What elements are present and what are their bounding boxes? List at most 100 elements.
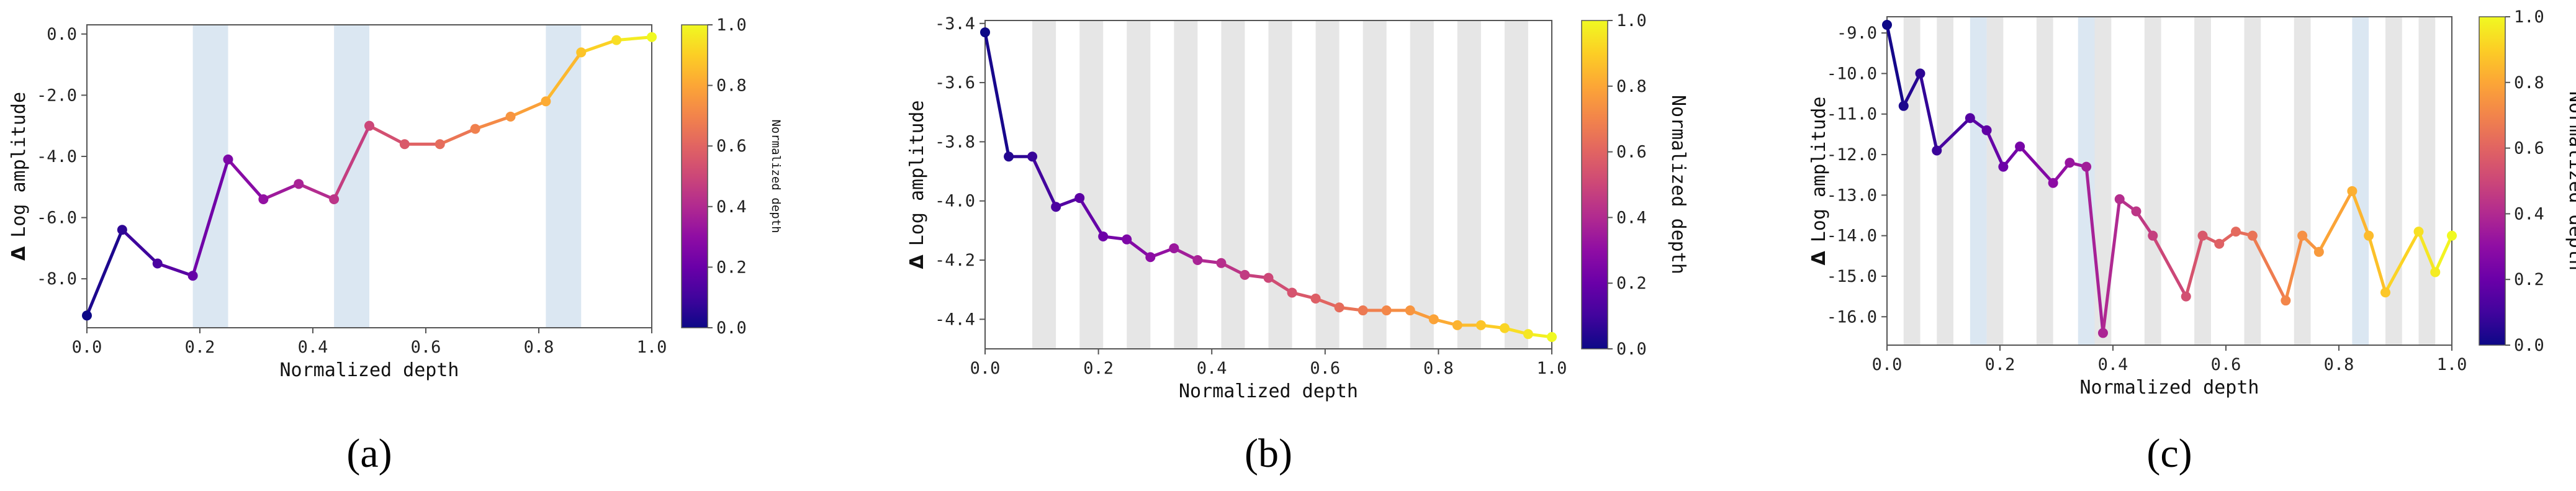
x-tick-label: 1.0 <box>1537 359 1567 378</box>
data-point <box>82 310 92 321</box>
x-tick-label: 0.6 <box>1310 359 1340 378</box>
data-point <box>435 139 445 150</box>
data-point <box>1898 101 1909 111</box>
data-point <box>1145 252 1156 263</box>
y-axis-delta-symbol: Δ <box>8 246 30 261</box>
y-tick-label: -12.0 <box>1827 145 1877 164</box>
data-point <box>1074 192 1085 203</box>
data-point <box>223 154 233 164</box>
data-point <box>294 179 304 189</box>
data-point <box>1216 258 1227 268</box>
line-segment <box>2101 197 2122 335</box>
colorbar-tick-label: 0.4 <box>716 197 747 217</box>
x-tick-label: 0.2 <box>1985 355 2015 374</box>
x-tick-label: 0.0 <box>1872 355 1903 374</box>
gray-band <box>1268 20 1292 349</box>
data-point <box>505 111 516 122</box>
y-tick-label: -3.6 <box>935 73 975 92</box>
data-point <box>258 194 269 204</box>
gray-band <box>1362 20 1387 349</box>
colorbar-label: Normalized depth <box>769 119 783 233</box>
gray-band <box>1410 20 1434 349</box>
line-segment <box>1935 116 1972 153</box>
x-tick-label: 0.6 <box>2211 355 2241 374</box>
line-segment <box>2416 230 2437 274</box>
y-tick-label: -13.0 <box>1827 186 1877 205</box>
line-segment <box>1885 23 1906 108</box>
data-point <box>1240 269 1250 280</box>
panel-label: (c) <box>2146 431 2192 476</box>
colorbar <box>1581 20 1608 349</box>
line-segment <box>615 35 654 42</box>
data-point <box>2380 287 2390 298</box>
colorbar-tick-label: 0.2 <box>716 258 747 277</box>
data-point <box>2364 230 2374 241</box>
data-point <box>1334 302 1344 313</box>
blue-band <box>1970 17 1987 345</box>
x-tick-label: 1.0 <box>637 338 667 357</box>
data-point <box>2015 141 2025 151</box>
series-points <box>1882 20 2457 338</box>
data-point <box>2131 206 2141 217</box>
line-segment <box>1030 155 1058 209</box>
data-point <box>1523 329 1533 340</box>
gray-band <box>1079 20 1104 349</box>
tick-layer: 0.0 0.2 0.4 0.6 0.8 1.0 -4.4 -4.2 -4.0 -3.8 -3.6 -3… <box>935 14 1567 378</box>
data-point <box>2231 227 2241 237</box>
data-point <box>576 47 587 58</box>
line-segment <box>2084 165 2105 335</box>
y-axis-label: Δ Log amplitude <box>8 92 30 261</box>
data-point <box>1932 145 1942 156</box>
y-tick-label: -6.0 <box>37 209 77 228</box>
x-tick-label: 0.0 <box>72 338 102 357</box>
y-tick-label: -4.0 <box>37 147 77 166</box>
y-axis-label-text: Log amplitude <box>1808 96 1830 242</box>
y-tick-label: -16.0 <box>1827 307 1877 327</box>
plot-area-frame <box>86 24 652 328</box>
colorbar <box>681 24 708 328</box>
line-segment <box>2184 234 2205 299</box>
colorbar-tick-label: 0.6 <box>1616 143 1647 162</box>
y-tick-label: -4.2 <box>935 251 975 270</box>
gray-band <box>1457 20 1481 349</box>
line-segment <box>438 127 477 146</box>
line-segment <box>191 158 230 277</box>
blue-band <box>2352 17 2369 345</box>
x-tick-label: 0.8 <box>524 338 554 357</box>
colorbar <box>2479 16 2506 346</box>
line-segment <box>474 115 512 131</box>
data-point <box>2214 238 2225 249</box>
y-tick-label: -9.0 <box>1837 24 1877 43</box>
band-layer <box>192 25 582 328</box>
data-point <box>1965 113 1975 124</box>
line-segment <box>332 124 371 201</box>
colorbar-tick-label: 0.0 <box>1616 340 1647 359</box>
line-segment <box>2433 234 2454 274</box>
data-point <box>1452 320 1462 330</box>
colorbar-ticks: 0.0 0.2 0.4 0.6 0.8 1.0 <box>708 16 747 338</box>
colorbar-tick-label: 0.8 <box>716 76 747 96</box>
data-point <box>541 96 551 107</box>
data-point <box>2447 230 2457 241</box>
data-point <box>1405 305 1415 316</box>
line-segment <box>1985 128 2005 169</box>
data-point <box>1428 314 1439 325</box>
y-axis-label: Δ Log amplitude <box>906 100 928 269</box>
line-segment <box>1902 71 1922 108</box>
x-tick-label: 0.8 <box>2324 355 2354 374</box>
line-segment <box>983 30 1011 158</box>
colorbar-tick-label: 1.0 <box>1616 11 1647 30</box>
data-point <box>1547 331 1557 342</box>
y-axis-delta-symbol: Δ <box>1808 251 1830 266</box>
gray-band <box>1504 20 1528 349</box>
data-point <box>1475 320 1486 330</box>
data-point <box>611 35 622 45</box>
panel-c: 0.0 0.2 0.4 0.6 0.8 1.0 -16.0 -15.0 -14.0 -13.0 -1… <box>1808 7 2576 476</box>
gray-band <box>1127 20 1151 349</box>
line-segment <box>2384 230 2420 294</box>
data-point <box>1263 273 1274 283</box>
colorbar-tick-label: 0.0 <box>716 318 747 338</box>
data-point <box>2097 328 2108 338</box>
data-point <box>2413 227 2424 237</box>
x-tick-label: 0.8 <box>1423 359 1454 378</box>
